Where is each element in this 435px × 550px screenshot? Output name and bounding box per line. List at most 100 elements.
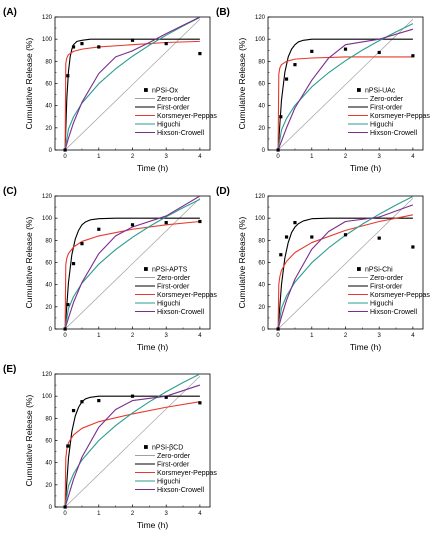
data-point: [377, 236, 381, 240]
data-point: [164, 221, 168, 225]
series-line-first-order: [277, 38, 413, 150]
y-tick-label: 40: [45, 104, 52, 110]
x-tick-label: 1: [97, 333, 101, 339]
x-tick-label: 2: [131, 333, 135, 339]
x-tick-label: 1: [310, 333, 314, 339]
legend-label: First-order: [370, 283, 403, 290]
y-tick-label: 60: [45, 82, 52, 88]
x-tick-label: 3: [165, 511, 169, 517]
y-tick-label: 120: [42, 194, 53, 200]
data-point: [63, 327, 67, 331]
data-point: [343, 47, 348, 51]
y-tick-label: 0: [262, 148, 266, 154]
x-tick-label: 0: [276, 154, 280, 160]
x-axis-title: Time (h): [137, 520, 168, 530]
chart-panel: (E) 0 20 40 60 80 100 120 0 1 2 3 4 Time (h) Cumulativ…: [3, 364, 217, 530]
x-tick-label: 4: [411, 154, 415, 160]
x-tick-label: 3: [165, 154, 169, 160]
y-tick-label: 0: [49, 327, 53, 333]
data-point: [377, 50, 381, 55]
y-tick-label: 20: [45, 483, 52, 489]
data-point: [198, 219, 202, 224]
plot-area: [64, 196, 201, 329]
y-tick-label: 100: [42, 394, 53, 400]
legend-marker: [144, 267, 148, 271]
chart-panel: (A) 0 20 40 60 80 100 120 0 1 2 3 4 Time (h) Cumulativ…: [3, 7, 217, 173]
y-tick-label: 40: [45, 461, 52, 467]
legend-label: Hixson-Crowell: [157, 130, 205, 137]
y-axis-title: Cumulative Release (%): [24, 38, 34, 130]
series-line-higuchi: [64, 198, 201, 329]
y-axis-title: Cumulative Release (%): [24, 395, 34, 487]
data-point: [80, 42, 84, 46]
y-tick-label: 80: [258, 59, 265, 65]
series-line-hixson-crowell: [64, 196, 201, 329]
x-tick-label: 4: [198, 154, 202, 160]
series-line-first-order: [64, 217, 200, 329]
legend-label: Korsmeyer-Peppas: [157, 470, 217, 477]
x-tick-label: 2: [344, 154, 348, 160]
y-tick-label: 0: [49, 505, 53, 511]
data-point: [71, 262, 76, 266]
y-axis-title: Cumulative Release (%): [237, 38, 247, 130]
data-point: [130, 223, 135, 227]
data-point: [276, 148, 280, 152]
data-point: [198, 401, 202, 405]
data-point: [66, 303, 70, 307]
data-point: [97, 227, 101, 231]
data-point: [411, 245, 415, 249]
legend-label: Korsmeyer-Peppas: [157, 292, 217, 299]
y-tick-label: 20: [45, 126, 52, 132]
x-tick-label: 1: [97, 154, 101, 160]
data-point: [284, 77, 289, 81]
legend-marker: [144, 88, 148, 92]
legend-label: nPSi-UAc: [365, 87, 396, 94]
x-tick-label: 1: [97, 511, 101, 517]
x-tick-label: 4: [411, 333, 415, 339]
series-line-zero-order: [277, 197, 414, 329]
legend-label: Zero-order: [370, 275, 404, 282]
series-line-korsmeyer-peppas: [277, 214, 413, 329]
legend-label: Hixson-Crowell: [370, 130, 418, 137]
legend-marker: [357, 88, 361, 92]
x-tick-label: 0: [63, 154, 67, 160]
y-tick-label: 100: [255, 216, 266, 222]
y-axis-title: Cumulative Release (%): [237, 217, 247, 309]
series-line-higuchi: [277, 196, 414, 329]
series-line-korsmeyer-peppas: [64, 40, 200, 150]
data-point: [130, 38, 135, 42]
y-tick-label: 120: [42, 15, 53, 21]
panel-label: (D): [216, 186, 230, 197]
data-point: [130, 394, 135, 398]
y-tick-label: 80: [45, 59, 52, 65]
legend-label: First-order: [370, 104, 403, 111]
series-line-zero-order: [64, 18, 201, 150]
legend-label: Higuchi: [157, 121, 181, 128]
x-tick-label: 2: [131, 511, 135, 517]
legend-label: First-order: [157, 283, 190, 290]
y-tick-label: 120: [42, 372, 53, 378]
x-tick-label: 3: [378, 333, 382, 339]
x-tick-label: 3: [378, 154, 382, 160]
y-tick-label: 20: [258, 126, 265, 132]
data-point: [71, 408, 76, 413]
series-line-hixson-crowell: [64, 384, 201, 507]
y-axis-title: Cumulative Release (%): [24, 217, 34, 309]
panel-label: (C): [3, 186, 17, 197]
data-point: [63, 148, 67, 152]
plot-area: [64, 17, 201, 150]
data-point: [279, 253, 283, 257]
legend-label: nPSi-Ox: [152, 87, 179, 94]
x-axis-title: Time (h): [137, 342, 168, 352]
data-point: [279, 115, 283, 119]
x-tick-label: 0: [276, 333, 280, 339]
series-line-first-order: [64, 38, 200, 150]
y-tick-label: 60: [45, 261, 52, 267]
series-line-hixson-crowell: [277, 28, 414, 150]
y-tick-label: 20: [45, 305, 52, 311]
data-point: [164, 42, 168, 46]
